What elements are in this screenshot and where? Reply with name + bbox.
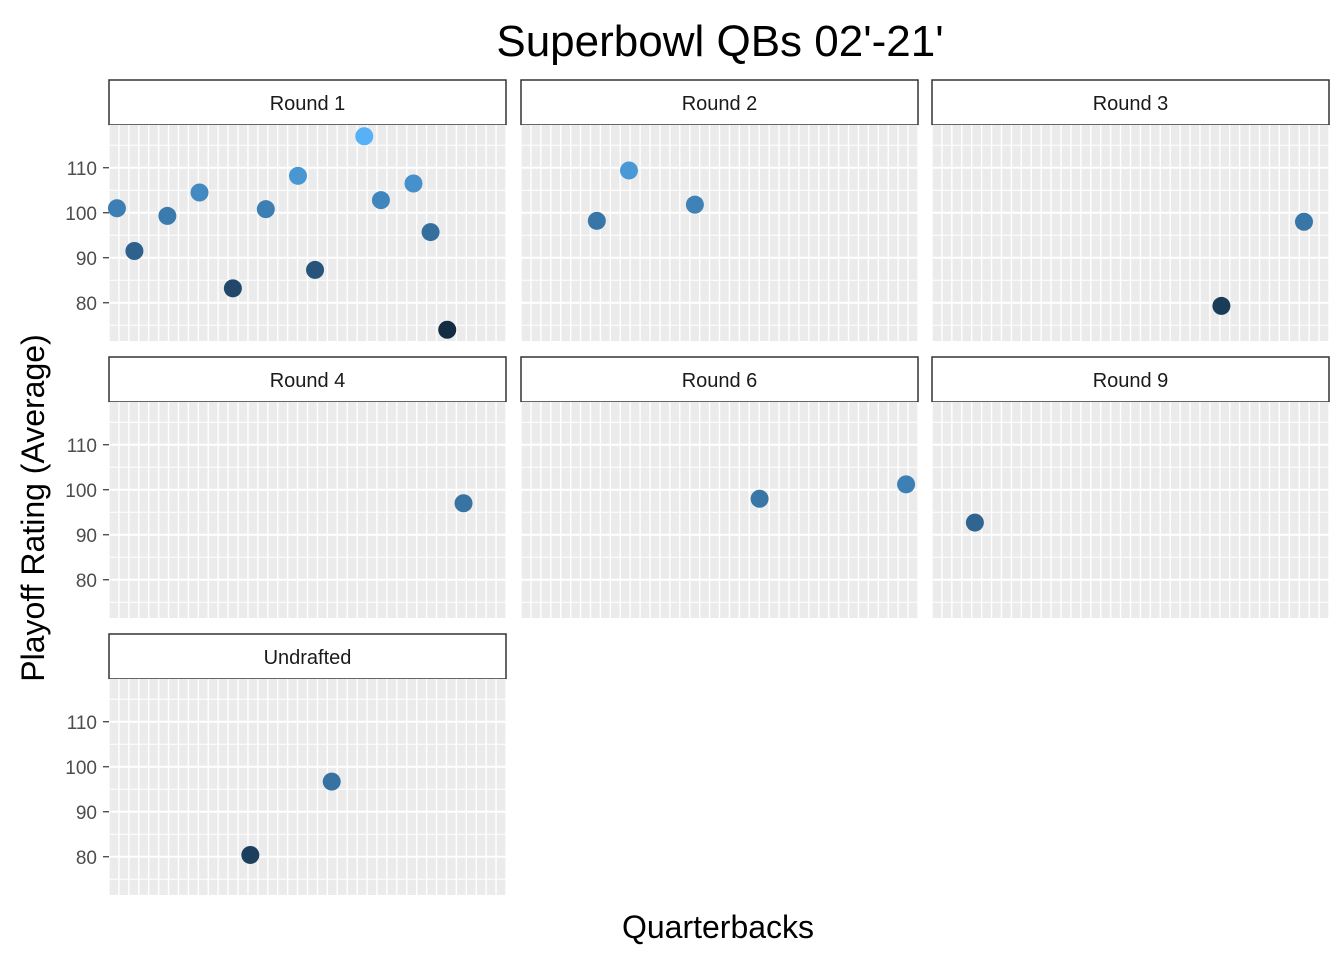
facet-strip-label: Round 4: [270, 370, 346, 392]
chart-title: Superbowl QBs 02'-21': [496, 17, 943, 66]
facet-panel: Round 4 80 90 100 110: [65, 356, 507, 618]
data-point: [421, 223, 440, 242]
data-point: [965, 513, 984, 532]
y-tick-label: 80: [76, 571, 97, 592]
y-tick-label: 80: [76, 848, 97, 869]
data-point: [158, 206, 177, 225]
y-tick-label: 90: [76, 526, 97, 547]
y-tick-label: 100: [65, 481, 97, 502]
y-tick-label: 100: [65, 204, 97, 225]
facet-strip-label: Round 6: [682, 370, 758, 392]
facet-panel: Round 1 80 90 100 110: [65, 79, 507, 341]
facet-panel: Round 9: [931, 356, 1330, 618]
data-point: [306, 260, 325, 279]
data-point: [1294, 212, 1313, 231]
data-point: [454, 494, 473, 513]
data-point: [125, 242, 144, 260]
data-point: [322, 772, 341, 791]
facet-strip-label: Round 2: [682, 93, 758, 115]
data-point: [288, 166, 307, 185]
y-axis-title: Playoff Rating (Average): [15, 334, 51, 681]
data-point: [750, 489, 769, 508]
data-point: [619, 161, 638, 180]
data-point: [241, 845, 260, 864]
facet-panel: Undrafted 80 90 100 110: [65, 633, 507, 895]
data-point: [190, 183, 209, 202]
facet-panel: Round 2: [520, 79, 919, 341]
y-tick-label: 90: [76, 803, 97, 824]
y-tick-label: 110: [67, 159, 97, 180]
data-point: [685, 195, 704, 214]
facet-strip: [931, 356, 1330, 403]
data-point: [107, 199, 126, 218]
y-tick-label: 80: [76, 294, 97, 315]
facet-strip-label: Undrafted: [264, 647, 352, 669]
data-point: [587, 211, 606, 230]
data-point: [404, 174, 423, 193]
data-point: [438, 320, 457, 339]
facet-panel: Round 6: [520, 356, 919, 618]
data-point: [897, 475, 916, 494]
y-tick-label: 110: [67, 713, 97, 734]
data-point: [256, 200, 275, 219]
data-point: [223, 279, 242, 298]
facet-strip-label: Round 9: [1093, 370, 1169, 392]
facet-strip-label: Round 1: [270, 93, 346, 115]
facet-strip: [931, 79, 1330, 126]
data-point: [1212, 296, 1231, 315]
data-point: [355, 127, 374, 146]
y-tick-label: 100: [65, 758, 97, 779]
facet-strip: [520, 79, 919, 126]
data-point: [371, 191, 390, 210]
y-tick-label: 110: [67, 436, 97, 457]
facet-strip-label: Round 3: [1093, 93, 1169, 115]
facet-panel: Round 3: [931, 79, 1330, 341]
y-tick-label: 90: [76, 249, 97, 270]
facet-strip: [520, 356, 919, 403]
x-axis-title: Quarterbacks: [622, 909, 814, 945]
facet-strip: [108, 79, 507, 126]
facet-panels: Round 1 80 90 100 110 Round 2 Round 3 Round 4 80…: [65, 79, 1330, 895]
